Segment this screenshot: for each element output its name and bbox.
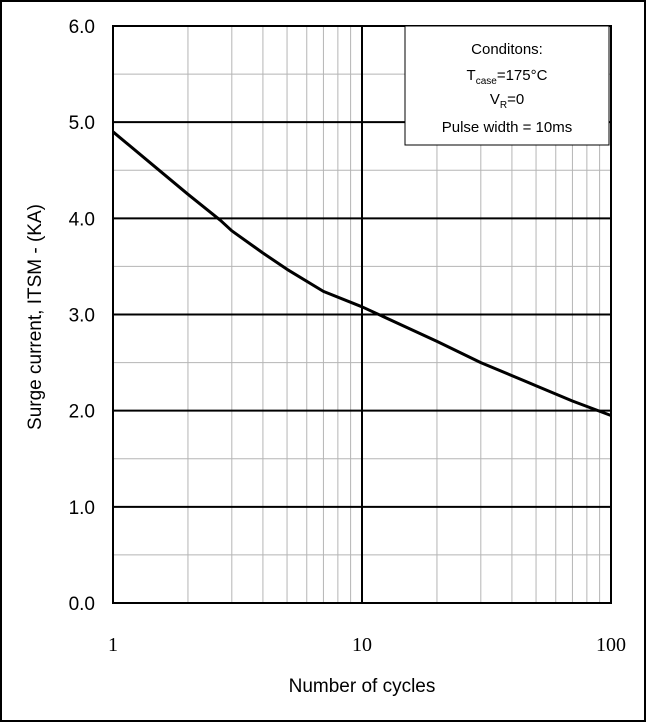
y-axis-title: Surge current, ITSM - (KA) bbox=[25, 204, 46, 430]
surge-current-curve bbox=[112, 130, 612, 417]
voltage-value: =0 bbox=[507, 91, 524, 108]
voltage-symbol: V bbox=[490, 91, 500, 108]
temperature-symbol: T bbox=[467, 67, 476, 84]
voltage-subscript: R bbox=[500, 100, 507, 111]
conditions-temperature: Tcase=175°C bbox=[467, 67, 548, 87]
conditions-box: Conditons: Tcase=175°C VR=0 Pulse width … bbox=[404, 25, 610, 146]
y-tick-label: 1.0 bbox=[69, 498, 95, 519]
temperature-value: =175°C bbox=[497, 67, 548, 84]
series-group bbox=[112, 130, 612, 417]
x-tick-label: 100 bbox=[596, 634, 626, 656]
y-tick-label: 0.0 bbox=[69, 594, 95, 615]
plot-area-border bbox=[112, 25, 612, 604]
y-tick-label: 6.0 bbox=[69, 17, 95, 38]
conditions-pulse-width: Pulse width = 10ms bbox=[442, 119, 572, 136]
y-tick-label: 3.0 bbox=[69, 306, 95, 327]
x-tick-label: 1 bbox=[108, 634, 118, 656]
x-axis-title: Number of cycles bbox=[289, 676, 436, 697]
y-tick-label: 2.0 bbox=[69, 402, 95, 423]
major-grid bbox=[113, 26, 611, 603]
conditions-box-frame bbox=[404, 25, 610, 146]
y-tick-label: 4.0 bbox=[69, 209, 95, 230]
y-tick-label: 5.0 bbox=[69, 113, 95, 134]
temperature-subscript: case bbox=[476, 76, 498, 87]
conditions-voltage: VR=0 bbox=[490, 91, 524, 111]
plot-border bbox=[112, 25, 612, 604]
x-tick-label: 10 bbox=[352, 634, 372, 656]
x-tick-labels: 1 10 100 bbox=[108, 634, 626, 656]
conditions-title: Conditons: bbox=[471, 41, 543, 58]
y-tick-labels: 0.0 1.0 2.0 3.0 4.0 5.0 6.0 bbox=[69, 17, 95, 615]
